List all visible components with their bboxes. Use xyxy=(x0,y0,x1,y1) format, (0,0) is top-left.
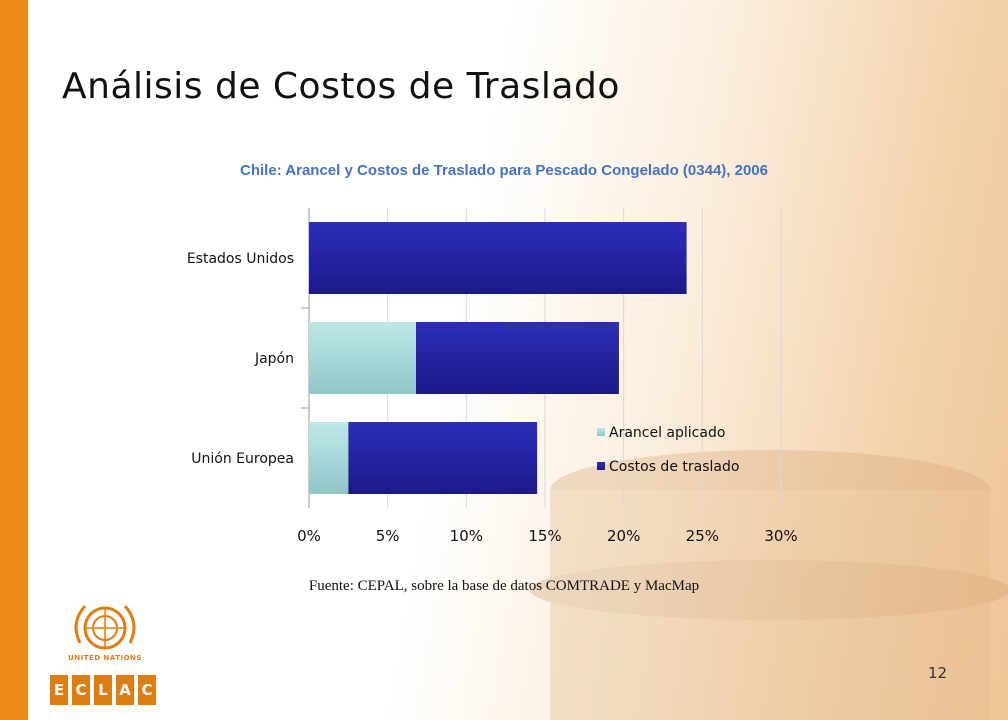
source-note: Fuente: CEPAL, sobre la base de datos CO… xyxy=(308,578,700,594)
un-emblem-icon xyxy=(74,605,136,650)
category-label: Estados Unidos xyxy=(187,251,294,267)
bar-segment xyxy=(309,422,349,494)
bar-segment xyxy=(348,422,538,494)
category-label: Japón xyxy=(254,351,294,367)
category-label: Unión Europea xyxy=(191,451,294,467)
eclac-letter: A xyxy=(116,675,134,705)
x-tick-label: 25% xyxy=(686,527,719,545)
background-building-image xyxy=(530,450,1008,720)
x-tick-label: 10% xyxy=(450,527,483,545)
x-tick-label: 20% xyxy=(607,527,640,545)
legend-swatch xyxy=(597,462,605,470)
eclac-letter: L xyxy=(94,675,112,705)
bar-segment xyxy=(309,322,416,394)
x-tick-label: 0% xyxy=(297,527,321,545)
accent-bar xyxy=(0,0,28,720)
page-number: 12 xyxy=(928,664,948,682)
eclac-letter: C xyxy=(72,675,90,705)
legend-label: Costos de traslado xyxy=(609,459,739,475)
legend-label: Arancel aplicado xyxy=(609,425,725,441)
bar-segment xyxy=(309,222,687,294)
eclac-letter: C xyxy=(138,675,156,705)
org-name: UNITED NATIONS xyxy=(68,654,142,662)
chart-title: Chile: Arancel y Costos de Traslado para… xyxy=(240,162,768,179)
x-tick-label: 30% xyxy=(764,527,797,545)
x-tick-label: 15% xyxy=(528,527,561,545)
legend-swatch xyxy=(597,428,605,436)
eclac-logo: E C L A C xyxy=(50,675,156,705)
x-tick-label: 5% xyxy=(376,527,400,545)
eclac-letter: E xyxy=(50,675,68,705)
slide-title: Análisis de Costos de Traslado xyxy=(62,66,620,107)
bar-segment xyxy=(415,322,619,394)
